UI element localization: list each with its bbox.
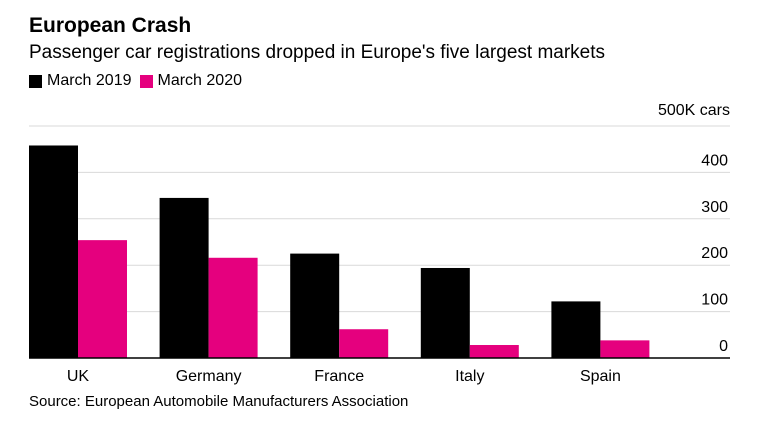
x-tick-label-italy: Italy (455, 368, 484, 385)
y-tick-label-200: 200 (701, 245, 728, 262)
x-tick-label-france: France (314, 368, 364, 385)
y-tick-label-100: 100 (701, 292, 728, 309)
x-tick-label-germany: Germany (176, 368, 242, 385)
bar-spain-march-2020 (600, 340, 650, 358)
bar-spain-march-2019 (551, 301, 601, 358)
y-tick-label-300: 300 (701, 199, 728, 216)
bar-france-march-2020 (339, 329, 389, 358)
chart-legend: March 2019 March 2020 (29, 72, 250, 90)
legend-item-2020: March 2020 (139, 72, 243, 90)
legend-item-2019: March 2019 (29, 72, 132, 90)
legend-swatch-2019 (29, 74, 42, 88)
x-tick-label-spain: Spain (580, 368, 621, 385)
bar-germany-march-2020 (208, 257, 258, 358)
legend-label-2019: March 2019 (47, 72, 132, 89)
legend-swatch-2020 (139, 74, 153, 88)
y-tick-label-400: 400 (701, 152, 728, 169)
y-axis-unit-label: 500K cars (658, 102, 730, 119)
chart-subtitle: Passenger car registrations dropped in E… (29, 42, 606, 63)
chart-title: European Crash (29, 14, 192, 37)
legend-label-2020: March 2020 (157, 72, 243, 89)
source-note: Source: European Automobile Manufacturer… (29, 393, 409, 410)
x-tick-label-uk: UK (67, 368, 90, 385)
bar-uk-march-2020 (78, 240, 127, 358)
bar-italy-march-2019 (420, 267, 470, 358)
bar-france-march-2019 (290, 253, 340, 358)
bar-uk-march-2019 (29, 145, 78, 358)
bar-italy-march-2020 (469, 345, 519, 358)
y-tick-label-0: 0 (719, 338, 728, 355)
bar-germany-march-2019 (159, 197, 209, 358)
